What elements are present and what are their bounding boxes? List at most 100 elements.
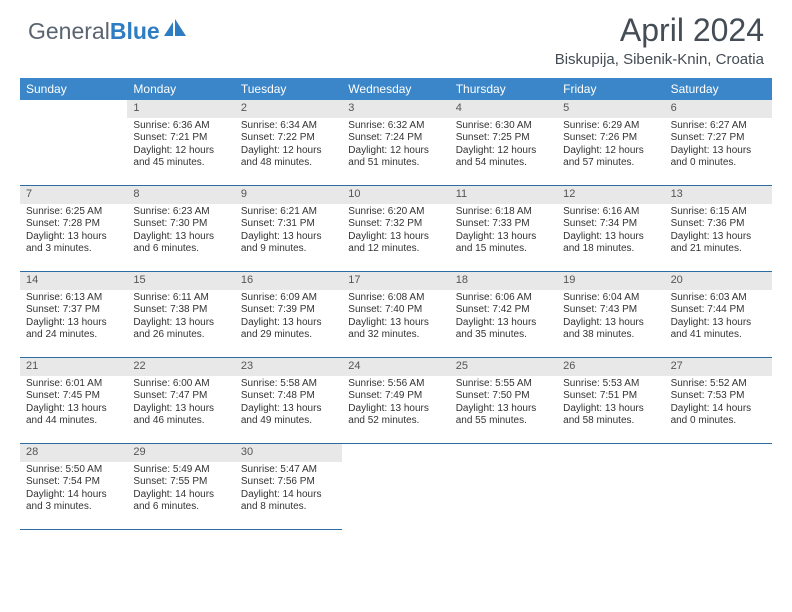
day-number: 21 [20, 358, 127, 376]
day-info-line: Sunrise: 5:53 AM [563, 378, 658, 391]
day-info-line: Sunrise: 6:06 AM [456, 292, 551, 305]
day-info-line: Daylight: 13 hours [241, 317, 336, 330]
day-number: 10 [342, 186, 449, 204]
day-header: Thursday [450, 78, 557, 100]
day-info-line: Sunrise: 6:18 AM [456, 206, 551, 219]
day-info-line: Sunset: 7:56 PM [241, 476, 336, 489]
day-cell: 19Sunrise: 6:04 AMSunset: 7:43 PMDayligh… [557, 272, 664, 358]
day-info-line: and 58 minutes. [563, 415, 658, 428]
day-number: 24 [342, 358, 449, 376]
day-info-line: Daylight: 13 hours [563, 403, 658, 416]
day-number: 19 [557, 272, 664, 290]
day-header: Friday [557, 78, 664, 100]
day-info-line: Sunrise: 6:00 AM [133, 378, 228, 391]
day-info-line: Sunset: 7:22 PM [241, 132, 336, 145]
day-info: Sunrise: 5:49 AMSunset: 7:55 PMDaylight:… [127, 462, 234, 518]
day-info-line: and 45 minutes. [133, 157, 228, 170]
day-info-line: Daylight: 13 hours [133, 231, 228, 244]
day-info-line: and 41 minutes. [671, 329, 766, 342]
day-number [450, 444, 557, 462]
day-info-line: Daylight: 13 hours [26, 317, 121, 330]
day-cell [665, 444, 772, 530]
day-cell: 16Sunrise: 6:09 AMSunset: 7:39 PMDayligh… [235, 272, 342, 358]
day-cell: 4Sunrise: 6:30 AMSunset: 7:25 PMDaylight… [450, 100, 557, 186]
day-cell: 29Sunrise: 5:49 AMSunset: 7:55 PMDayligh… [127, 444, 234, 530]
day-cell: 8Sunrise: 6:23 AMSunset: 7:30 PMDaylight… [127, 186, 234, 272]
day-info: Sunrise: 5:52 AMSunset: 7:53 PMDaylight:… [665, 376, 772, 432]
day-info-line: Sunrise: 6:23 AM [133, 206, 228, 219]
day-number: 25 [450, 358, 557, 376]
weeks-grid: 1Sunrise: 6:36 AMSunset: 7:21 PMDaylight… [20, 100, 772, 530]
day-info-line: Sunset: 7:38 PM [133, 304, 228, 317]
day-info-line: and 54 minutes. [456, 157, 551, 170]
day-cell: 9Sunrise: 6:21 AMSunset: 7:31 PMDaylight… [235, 186, 342, 272]
day-cell: 21Sunrise: 6:01 AMSunset: 7:45 PMDayligh… [20, 358, 127, 444]
day-info-line: Sunset: 7:47 PM [133, 390, 228, 403]
day-info-line: and 6 minutes. [133, 243, 228, 256]
day-info-line: and 8 minutes. [241, 501, 336, 514]
day-info: Sunrise: 5:55 AMSunset: 7:50 PMDaylight:… [450, 376, 557, 432]
day-info-line: Sunrise: 6:11 AM [133, 292, 228, 305]
day-info-line: and 52 minutes. [348, 415, 443, 428]
day-number: 13 [665, 186, 772, 204]
day-info-line: Daylight: 14 hours [241, 489, 336, 502]
day-cell: 30Sunrise: 5:47 AMSunset: 7:56 PMDayligh… [235, 444, 342, 530]
day-info-line: Daylight: 13 hours [133, 317, 228, 330]
day-info-line: Daylight: 13 hours [348, 317, 443, 330]
day-info-line: and 49 minutes. [241, 415, 336, 428]
day-info-line: Daylight: 13 hours [241, 231, 336, 244]
day-info-line: Sunrise: 6:04 AM [563, 292, 658, 305]
day-cell: 23Sunrise: 5:58 AMSunset: 7:48 PMDayligh… [235, 358, 342, 444]
day-info-line: and 3 minutes. [26, 243, 121, 256]
day-info-line: and 15 minutes. [456, 243, 551, 256]
day-info-line: and 18 minutes. [563, 243, 658, 256]
day-info: Sunrise: 5:50 AMSunset: 7:54 PMDaylight:… [20, 462, 127, 518]
day-info-line: Sunset: 7:26 PM [563, 132, 658, 145]
day-info-line: Daylight: 13 hours [563, 317, 658, 330]
day-info-line: Daylight: 13 hours [456, 231, 551, 244]
day-info-line: Sunrise: 5:47 AM [241, 464, 336, 477]
day-info-line: Sunset: 7:49 PM [348, 390, 443, 403]
day-info-line: Sunset: 7:25 PM [456, 132, 551, 145]
day-cell: 27Sunrise: 5:52 AMSunset: 7:53 PMDayligh… [665, 358, 772, 444]
day-number: 7 [20, 186, 127, 204]
day-info-line: Sunset: 7:53 PM [671, 390, 766, 403]
day-cell [342, 444, 449, 530]
day-info-line: Sunset: 7:51 PM [563, 390, 658, 403]
day-info-line: Sunrise: 5:50 AM [26, 464, 121, 477]
day-info: Sunrise: 5:47 AMSunset: 7:56 PMDaylight:… [235, 462, 342, 518]
day-info-line: Sunrise: 6:25 AM [26, 206, 121, 219]
day-info-line: Sunset: 7:21 PM [133, 132, 228, 145]
day-info-line: Sunset: 7:45 PM [26, 390, 121, 403]
logo-text-general: General [28, 18, 110, 45]
day-info: Sunrise: 6:25 AMSunset: 7:28 PMDaylight:… [20, 204, 127, 260]
day-info-line: Sunset: 7:31 PM [241, 218, 336, 231]
day-info-line: Daylight: 14 hours [133, 489, 228, 502]
day-info-line: Daylight: 13 hours [348, 231, 443, 244]
day-info-line: Sunset: 7:27 PM [671, 132, 766, 145]
day-info-line: Sunset: 7:54 PM [26, 476, 121, 489]
day-info-line: Daylight: 13 hours [456, 317, 551, 330]
day-info-line: Sunrise: 6:29 AM [563, 120, 658, 133]
day-info-line: Sunset: 7:48 PM [241, 390, 336, 403]
day-header: Wednesday [342, 78, 449, 100]
day-number: 11 [450, 186, 557, 204]
day-cell: 3Sunrise: 6:32 AMSunset: 7:24 PMDaylight… [342, 100, 449, 186]
day-number: 29 [127, 444, 234, 462]
day-cell: 17Sunrise: 6:08 AMSunset: 7:40 PMDayligh… [342, 272, 449, 358]
day-info-line: Daylight: 13 hours [348, 403, 443, 416]
day-info: Sunrise: 6:01 AMSunset: 7:45 PMDaylight:… [20, 376, 127, 432]
day-info-line: Daylight: 13 hours [26, 403, 121, 416]
day-number: 3 [342, 100, 449, 118]
day-cell [557, 444, 664, 530]
day-info-line: Sunset: 7:39 PM [241, 304, 336, 317]
day-info-line: Daylight: 12 hours [348, 145, 443, 158]
week-row: 21Sunrise: 6:01 AMSunset: 7:45 PMDayligh… [20, 358, 772, 444]
day-info-line: Sunrise: 6:20 AM [348, 206, 443, 219]
day-info-line: Sunset: 7:50 PM [456, 390, 551, 403]
day-info-line: Sunrise: 6:13 AM [26, 292, 121, 305]
day-info-line: and 6 minutes. [133, 501, 228, 514]
day-info: Sunrise: 6:04 AMSunset: 7:43 PMDaylight:… [557, 290, 664, 346]
day-number: 16 [235, 272, 342, 290]
title-block: April 2024 Biskupija, Sibenik-Knin, Croa… [555, 12, 764, 68]
